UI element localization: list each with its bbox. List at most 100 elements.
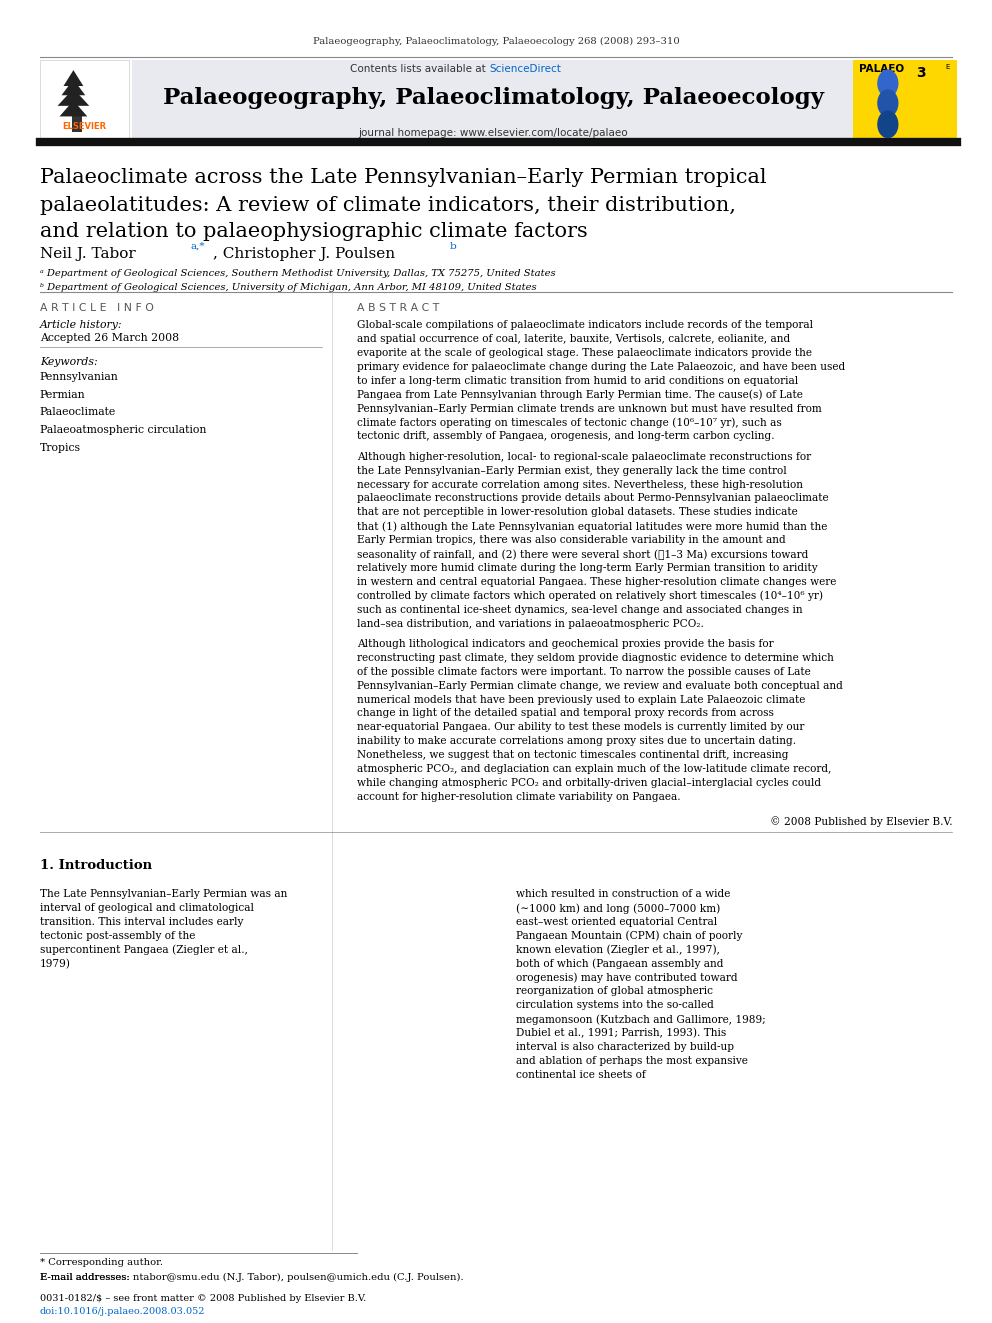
- Text: that (1) although the Late Pennsylvanian equatorial latitudes were more humid th: that (1) although the Late Pennsylvanian…: [357, 521, 827, 532]
- Text: 1979): 1979): [40, 958, 70, 968]
- Text: that are not perceptible in lower-resolution global datasets. These studies indi: that are not perceptible in lower-resolu…: [357, 508, 798, 517]
- Circle shape: [878, 111, 898, 138]
- Text: ᵇ Department of Geological Sciences, University of Michigan, Ann Arbor, MI 48109: ᵇ Department of Geological Sciences, Uni…: [40, 283, 537, 292]
- Text: Tropics: Tropics: [40, 443, 80, 454]
- Text: tectonic post-assembly of the: tectonic post-assembly of the: [40, 931, 195, 941]
- Text: transition. This interval includes early: transition. This interval includes early: [40, 917, 243, 927]
- FancyBboxPatch shape: [853, 60, 957, 139]
- Text: and spatial occurrence of coal, laterite, bauxite, Vertisols, calcrete, eolianit: and spatial occurrence of coal, laterite…: [357, 333, 791, 344]
- Text: interval is also characterized by build-up: interval is also characterized by build-…: [516, 1043, 734, 1052]
- Text: © 2008 Published by Elsevier B.V.: © 2008 Published by Elsevier B.V.: [770, 816, 952, 827]
- Text: Although lithological indicators and geochemical proxies provide the basis for: Although lithological indicators and geo…: [357, 639, 774, 650]
- Circle shape: [878, 90, 898, 116]
- Text: of the possible climate factors were important. To narrow the possible causes of: of the possible climate factors were imp…: [357, 667, 810, 677]
- Text: supercontinent Pangaea (Ziegler et al.,: supercontinent Pangaea (Ziegler et al.,: [40, 945, 248, 955]
- Polygon shape: [63, 70, 83, 86]
- Text: evaporite at the scale of geological stage. These palaeoclimate indicators provi: evaporite at the scale of geological sta…: [357, 348, 812, 359]
- Text: (∼1000 km) and long (5000–7000 km): (∼1000 km) and long (5000–7000 km): [516, 904, 720, 913]
- Text: journal homepage: www.elsevier.com/locate/palaeo: journal homepage: www.elsevier.com/locat…: [358, 128, 628, 139]
- Text: * Corresponding author.: * Corresponding author.: [40, 1258, 163, 1267]
- Text: near-equatorial Pangaea. Our ability to test these models is currently limited b: near-equatorial Pangaea. Our ability to …: [357, 722, 805, 733]
- Text: Palaeogeography, Palaeoclimatology, Palaeoecology 268 (2008) 293–310: Palaeogeography, Palaeoclimatology, Pala…: [312, 37, 680, 46]
- Text: Early Permian tropics, there was also considerable variability in the amount and: Early Permian tropics, there was also co…: [357, 536, 786, 545]
- Text: 0031-0182/$ – see front matter © 2008 Published by Elsevier B.V.: 0031-0182/$ – see front matter © 2008 Pu…: [40, 1294, 366, 1303]
- Text: primary evidence for palaeoclimate change during the Late Palaeozoic, and have b: primary evidence for palaeoclimate chang…: [357, 361, 845, 372]
- Text: change in light of the detailed spatial and temporal proxy records from across: change in light of the detailed spatial …: [357, 709, 774, 718]
- Text: Although higher-resolution, local- to regional-scale palaeoclimate reconstructio: Although higher-resolution, local- to re…: [357, 452, 811, 462]
- Text: seasonality of rainfall, and (2) there were several short (≪1–3 Ma) excursions t: seasonality of rainfall, and (2) there w…: [357, 549, 808, 560]
- Text: such as continental ice-sheet dynamics, sea-level change and associated changes : such as continental ice-sheet dynamics, …: [357, 605, 803, 615]
- Text: Global-scale compilations of palaeoclimate indicators include records of the tem: Global-scale compilations of palaeoclima…: [357, 320, 813, 331]
- Text: atmospheric PCO₂, and deglaciation can explain much of the low-latitude climate : atmospheric PCO₂, and deglaciation can e…: [357, 765, 831, 774]
- Text: Pangaean Mountain (CPM) chain of poorly: Pangaean Mountain (CPM) chain of poorly: [516, 931, 742, 941]
- Text: Palaeogeography, Palaeoclimatology, Palaeoecology: Palaeogeography, Palaeoclimatology, Pala…: [163, 87, 823, 110]
- Text: controlled by climate factors which operated on relatively short timescales (10⁴: controlled by climate factors which oper…: [357, 590, 823, 601]
- Polygon shape: [58, 89, 89, 106]
- Text: Palaeoclimate across the Late Pennsylvanian–Early Permian tropical: Palaeoclimate across the Late Pennsylvan…: [40, 168, 766, 187]
- Text: A R T I C L E   I N F O: A R T I C L E I N F O: [40, 303, 154, 314]
- Text: tectonic drift, assembly of Pangaea, orogenesis, and long-term carbon cycling.: tectonic drift, assembly of Pangaea, oro…: [357, 431, 775, 442]
- Text: palaeolatitudes: A review of climate indicators, their distribution,: palaeolatitudes: A review of climate ind…: [40, 196, 735, 214]
- Text: numerical models that have been previously used to explain Late Palaeozoic clima: numerical models that have been previous…: [357, 695, 806, 705]
- Text: necessary for accurate correlation among sites. Nevertheless, these high-resolut: necessary for accurate correlation among…: [357, 480, 804, 490]
- Text: doi:10.1016/j.palaeo.2008.03.052: doi:10.1016/j.palaeo.2008.03.052: [40, 1307, 205, 1316]
- Text: Accepted 26 March 2008: Accepted 26 March 2008: [40, 333, 179, 344]
- Text: relatively more humid climate during the long-term Early Permian transition to a: relatively more humid climate during the…: [357, 564, 817, 573]
- Text: the Late Pennsylvanian–Early Permian exist, they generally lack the time control: the Late Pennsylvanian–Early Permian exi…: [357, 466, 787, 476]
- Text: known elevation (Ziegler et al., 1997),: known elevation (Ziegler et al., 1997),: [516, 945, 720, 955]
- Text: Neil J. Tabor: Neil J. Tabor: [40, 247, 140, 262]
- Text: ELSEVIER: ELSEVIER: [62, 122, 106, 131]
- Text: E-mail addresses:: E-mail addresses:: [40, 1273, 133, 1282]
- Text: Nonetheless, we suggest that on tectonic timescales continental drift, increasin: Nonetheless, we suggest that on tectonic…: [357, 750, 789, 761]
- Text: account for higher-resolution climate variability on Pangaea.: account for higher-resolution climate va…: [357, 791, 681, 802]
- Text: in western and central equatorial Pangaea. These higher-resolution climate chang: in western and central equatorial Pangae…: [357, 577, 836, 587]
- Text: Pennsylvanian: Pennsylvanian: [40, 372, 118, 382]
- Polygon shape: [62, 79, 85, 95]
- Text: Pangaea from Late Pennsylvanian through Early Permian time. The cause(s) of Late: Pangaea from Late Pennsylvanian through …: [357, 389, 803, 400]
- Text: east–west oriented equatorial Central: east–west oriented equatorial Central: [516, 917, 717, 927]
- Text: 1. Introduction: 1. Introduction: [40, 859, 152, 872]
- Text: Pennsylvanian–Early Permian climate change, we review and evaluate both conceptu: Pennsylvanian–Early Permian climate chan…: [357, 680, 843, 691]
- Text: E-mail addresses: ntabor@smu.edu (N.J. Tabor), poulsen@umich.edu (C.J. Poulsen).: E-mail addresses: ntabor@smu.edu (N.J. T…: [40, 1273, 463, 1282]
- Text: Dubiel et al., 1991; Parrish, 1993). This: Dubiel et al., 1991; Parrish, 1993). Thi…: [516, 1028, 726, 1039]
- Text: Palaeoatmospheric circulation: Palaeoatmospheric circulation: [40, 425, 206, 435]
- Text: inability to make accurate correlations among proxy sites due to uncertain datin: inability to make accurate correlations …: [357, 736, 797, 746]
- Text: while changing atmospheric PCO₂ and orbitally-driven glacial–interglacial cycles: while changing atmospheric PCO₂ and orbi…: [357, 778, 821, 789]
- Text: megamonsoon (Kutzbach and Gallimore, 1989;: megamonsoon (Kutzbach and Gallimore, 198…: [516, 1015, 766, 1024]
- Text: both of which (Pangaean assembly and: both of which (Pangaean assembly and: [516, 958, 723, 968]
- Text: a,*: a,*: [190, 242, 205, 251]
- Circle shape: [878, 70, 898, 97]
- Text: Pennsylvanian–Early Permian climate trends are unknown but must have resulted fr: Pennsylvanian–Early Permian climate tren…: [357, 404, 821, 414]
- Text: E: E: [945, 64, 949, 70]
- Text: reconstructing past climate, they seldom provide diagnostic evidence to determin: reconstructing past climate, they seldom…: [357, 652, 834, 663]
- Text: palaeoclimate reconstructions provide details about Permo-Pennsylvanian palaeocl: palaeoclimate reconstructions provide de…: [357, 493, 828, 504]
- Text: continental ice sheets of: continental ice sheets of: [516, 1069, 646, 1080]
- FancyBboxPatch shape: [40, 60, 129, 139]
- Text: climate factors operating on timescales of tectonic change (10⁶–10⁷ yr), such as: climate factors operating on timescales …: [357, 418, 782, 427]
- Text: Article history:: Article history:: [40, 320, 122, 331]
- Text: which resulted in construction of a wide: which resulted in construction of a wide: [516, 889, 730, 900]
- Text: The Late Pennsylvanian–Early Permian was an: The Late Pennsylvanian–Early Permian was…: [40, 889, 287, 900]
- Text: b: b: [449, 242, 456, 251]
- Text: and relation to palaeophysiographic climate factors: and relation to palaeophysiographic clim…: [40, 222, 587, 241]
- FancyBboxPatch shape: [132, 60, 853, 139]
- Text: orogenesis) may have contributed toward: orogenesis) may have contributed toward: [516, 972, 737, 983]
- Text: 3: 3: [917, 66, 927, 81]
- Text: and ablation of perhaps the most expansive: and ablation of perhaps the most expansi…: [516, 1056, 748, 1066]
- Text: ᵃ Department of Geological Sciences, Southern Methodist University, Dallas, TX 7: ᵃ Department of Geological Sciences, Sou…: [40, 269, 556, 278]
- Polygon shape: [60, 101, 87, 116]
- Text: to infer a long-term climatic transition from humid to arid conditions on equato: to infer a long-term climatic transition…: [357, 376, 799, 386]
- Text: PALAEO: PALAEO: [859, 64, 904, 74]
- Text: interval of geological and climatological: interval of geological and climatologica…: [40, 904, 254, 913]
- Text: A B S T R A C T: A B S T R A C T: [357, 303, 439, 314]
- FancyBboxPatch shape: [72, 116, 82, 132]
- Text: , Christopher J. Poulsen: , Christopher J. Poulsen: [213, 247, 401, 262]
- Text: Keywords:: Keywords:: [40, 357, 97, 368]
- Text: land–sea distribution, and variations in palaeoatmospheric PCO₂.: land–sea distribution, and variations in…: [357, 619, 704, 628]
- Text: ScienceDirect: ScienceDirect: [489, 64, 560, 74]
- Text: Palaeoclimate: Palaeoclimate: [40, 407, 116, 418]
- Text: circulation systems into the so-called: circulation systems into the so-called: [516, 1000, 713, 1011]
- Text: Permian: Permian: [40, 389, 85, 400]
- Text: reorganization of global atmospheric: reorganization of global atmospheric: [516, 987, 713, 996]
- Text: Contents lists available at: Contents lists available at: [350, 64, 489, 74]
